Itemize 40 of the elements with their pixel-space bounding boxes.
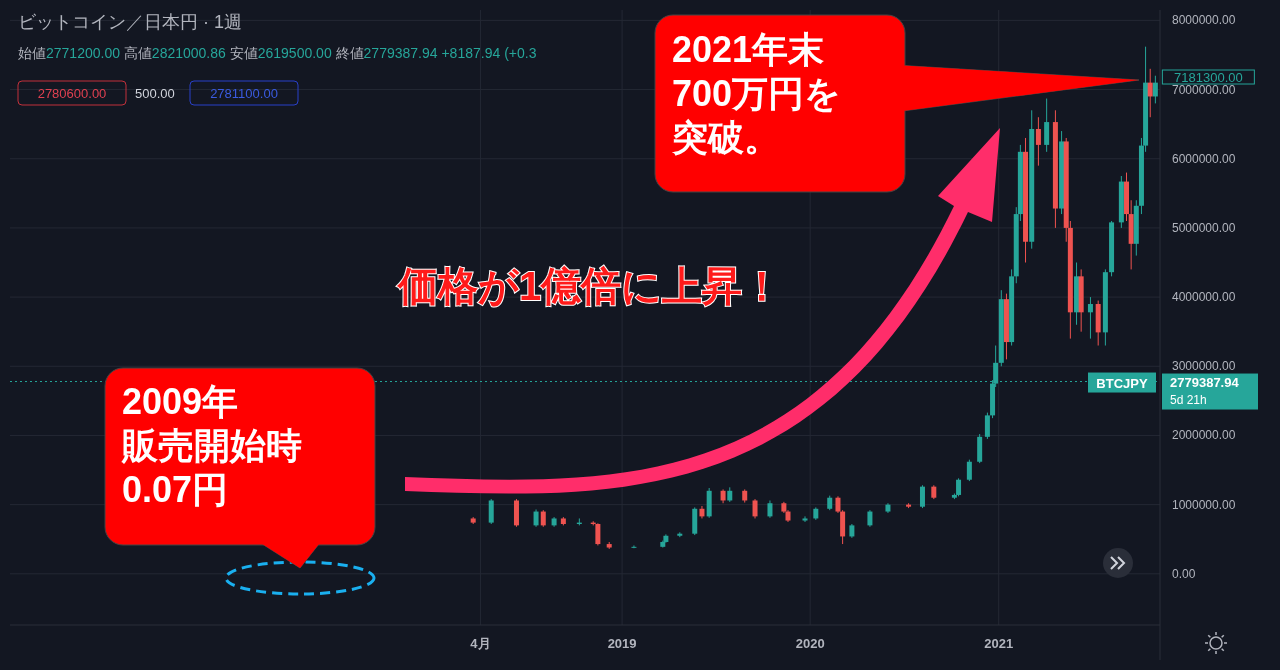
- y-tick-label: 4000000.00: [1172, 290, 1236, 305]
- candlestick: [966, 459, 972, 482]
- annotation: 2009年: [122, 381, 239, 422]
- y-tick-label: 3000000.00: [1172, 359, 1236, 374]
- candlestick: [1035, 116, 1041, 167]
- text: 5d 21h: [1170, 392, 1207, 407]
- ref-line-label: 2779387.94: [1170, 374, 1240, 390]
- candlestick: [631, 544, 637, 549]
- y-tick-label: 1000000.00: [1172, 497, 1236, 512]
- candlestick: [752, 498, 758, 519]
- x-tick-label: 2020: [795, 636, 825, 651]
- annotation: 価格が1億倍に上昇！: [395, 264, 783, 308]
- x-tick-label: 2019: [607, 636, 637, 651]
- annotation: 0.07円: [122, 469, 229, 510]
- y-tick-label: 5000000.00: [1172, 220, 1236, 235]
- annotation: 販売開始時: [121, 425, 302, 466]
- annotation: 2780600.00: [37, 86, 107, 101]
- x-tick-label: 2021: [984, 636, 1014, 651]
- y-tick-label: 2000000.00: [1172, 428, 1236, 443]
- candlestick: [595, 522, 601, 546]
- candlestick: [1147, 68, 1153, 118]
- annotation: 突破。: [671, 117, 780, 158]
- x-tick-label: 4月: [470, 636, 491, 651]
- y-tick-label: 0.00: [1172, 566, 1196, 581]
- chart-title: ビットコイン／日本円 · 1週: [18, 12, 243, 32]
- candlestick: [802, 515, 808, 523]
- annotation: 2021年末: [672, 29, 825, 70]
- text: 始値2771200.00 高値2821000.86 安値2619500.00 終値2779387.94 +8187.94 (+0.3: [18, 45, 537, 61]
- annotation: 500.00: [135, 86, 175, 101]
- y-tick-label: 8000000.00: [1172, 13, 1236, 28]
- candlestick: [1152, 75, 1158, 104]
- annotation: BTCJPY: [1096, 375, 1148, 391]
- candlestick: [1044, 98, 1050, 153]
- candlestick: [919, 484, 925, 509]
- annotation: 700万円を: [672, 73, 842, 114]
- candlestick: [1087, 296, 1093, 340]
- candlestick: [488, 498, 494, 525]
- candlestick: [984, 412, 990, 440]
- y-tick-label: 6000000.00: [1172, 151, 1236, 166]
- annotation: 2781100.00: [210, 86, 278, 101]
